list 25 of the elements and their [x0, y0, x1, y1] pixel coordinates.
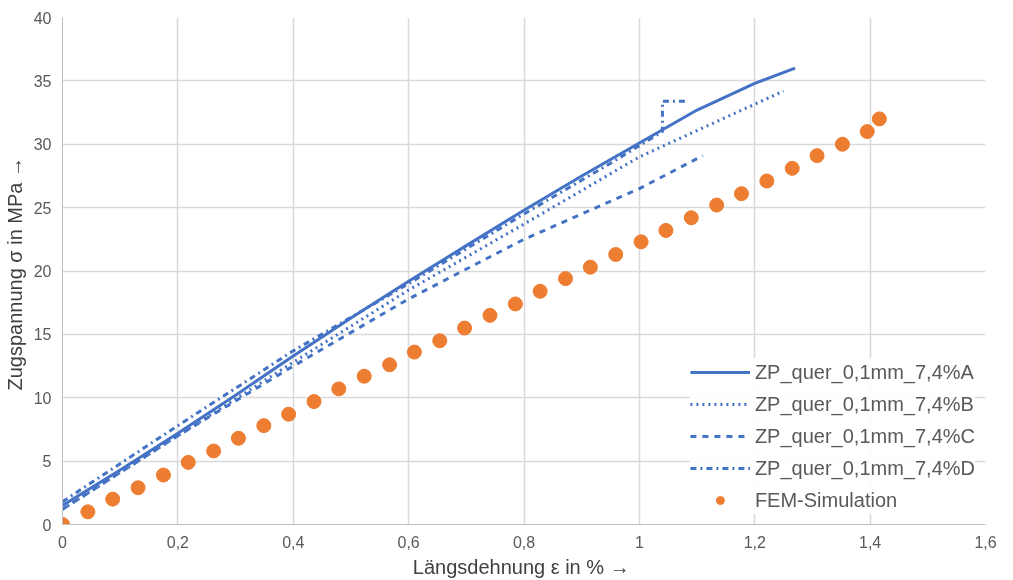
y-tick-label: 35 [33, 72, 52, 90]
y-tick-label: 25 [33, 199, 52, 217]
legend-label: FEM-Simulation [754, 487, 898, 513]
y-tick-label: 40 [33, 9, 52, 27]
x-tick-label: 1 [634, 533, 644, 551]
x-tick-label: 1,6 [974, 533, 997, 551]
x-tick-label: 1,4 [859, 533, 882, 551]
y-tick-label: 5 [42, 453, 52, 471]
x-axis-title: Längsdehnung ε in % → [412, 555, 630, 578]
x-tick-label: 0,8 [512, 533, 536, 551]
y-axis-title: Zugspannung σ in MPa → [3, 156, 26, 391]
y-tick-label: 10 [33, 389, 52, 407]
legend-label: ZP_quer_0,1mm_7,4%A [754, 359, 974, 386]
y-tick-label: 15 [33, 326, 52, 344]
legend-label: ZP_quer_0,1mm_7,4%D [754, 455, 975, 482]
legend-label: ZP_quer_0,1mm_7,4%C [754, 423, 975, 450]
x-tick-label: 0 [58, 533, 68, 551]
legend-label: ZP_quer_0,1mm_7,4%B [754, 391, 974, 418]
y-tick-label: 0 [42, 516, 52, 534]
x-tick-label: 0,6 [397, 533, 420, 551]
y-tick-label: 30 [33, 136, 52, 154]
y-tick-label: 20 [33, 263, 52, 280]
x-tick-label: 0,4 [282, 533, 305, 551]
x-tick-label: 1,2 [743, 533, 766, 551]
x-tick-label: 0,2 [166, 533, 190, 551]
